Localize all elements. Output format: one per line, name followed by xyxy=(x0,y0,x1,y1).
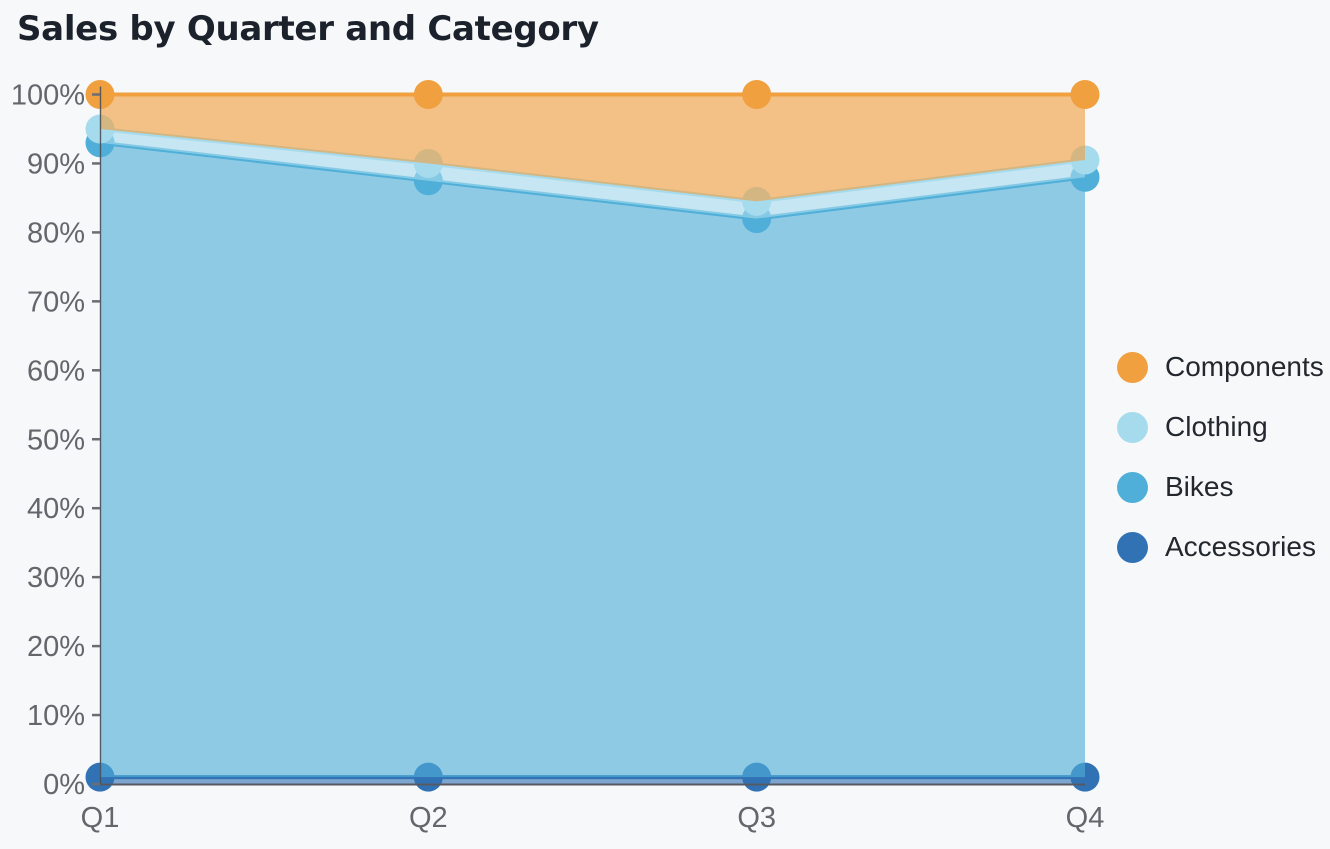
area-bikes[interactable] xyxy=(100,142,1085,778)
legend-label-bikes: Bikes xyxy=(1165,471,1234,502)
area-clothing[interactable] xyxy=(100,128,1085,219)
y-tick-label: 0% xyxy=(43,769,85,801)
dot-components-q2[interactable] xyxy=(413,80,443,109)
area-components[interactable] xyxy=(100,94,1085,202)
y-tick-label: 30% xyxy=(27,562,85,594)
y-tick-label: 90% xyxy=(27,148,85,180)
x-tick-label-q3: Q3 xyxy=(737,802,776,834)
legend-label-clothing: Clothing xyxy=(1165,411,1268,442)
y-tick-label: 80% xyxy=(27,217,85,249)
x-tick-label-q4: Q4 xyxy=(1066,802,1105,834)
legend-swatch-components-icon xyxy=(1117,351,1148,383)
legend-swatch-clothing-icon xyxy=(1117,411,1148,443)
y-tick-label: 100% xyxy=(11,80,85,112)
y-tick-label: 70% xyxy=(27,286,85,318)
legend-swatch-bikes-icon xyxy=(1117,471,1148,503)
series-components xyxy=(85,80,1100,202)
y-tick-label: 10% xyxy=(27,700,85,732)
legend-label-accessories: Accessories xyxy=(1165,531,1316,562)
y-tick-label: 50% xyxy=(27,424,85,456)
legend-item-components[interactable]: Components xyxy=(1117,351,1324,383)
dot-components-q3[interactable] xyxy=(742,80,772,109)
y-tick-label: 60% xyxy=(27,355,85,387)
legend-item-clothing[interactable]: Clothing xyxy=(1117,411,1324,443)
x-tick-label-q1: Q1 xyxy=(81,802,120,834)
legend-label-components: Components xyxy=(1165,351,1324,382)
y-tick-label: 40% xyxy=(27,493,85,525)
x-tick-label-q2: Q2 xyxy=(409,802,448,834)
legend-swatch-accessories-icon xyxy=(1117,531,1148,563)
legend-item-bikes[interactable]: Bikes xyxy=(1117,471,1324,503)
series-bikes xyxy=(85,128,1100,778)
legend-item-accessories[interactable]: Accessories xyxy=(1117,531,1324,563)
y-tick-label: 20% xyxy=(27,631,85,663)
dot-components-q4[interactable] xyxy=(1070,80,1100,109)
line-bikes xyxy=(99,140,1086,221)
chart-legend: Components Clothing Bikes Accessories xyxy=(1117,351,1324,563)
axes: 0% 10% 20% 30% 40% 50% 60% 70% 80% 90% 100% Q1 Q2 Q3 Q… xyxy=(11,80,1105,835)
chart-title: Sales by Quarter and Category xyxy=(17,9,599,49)
